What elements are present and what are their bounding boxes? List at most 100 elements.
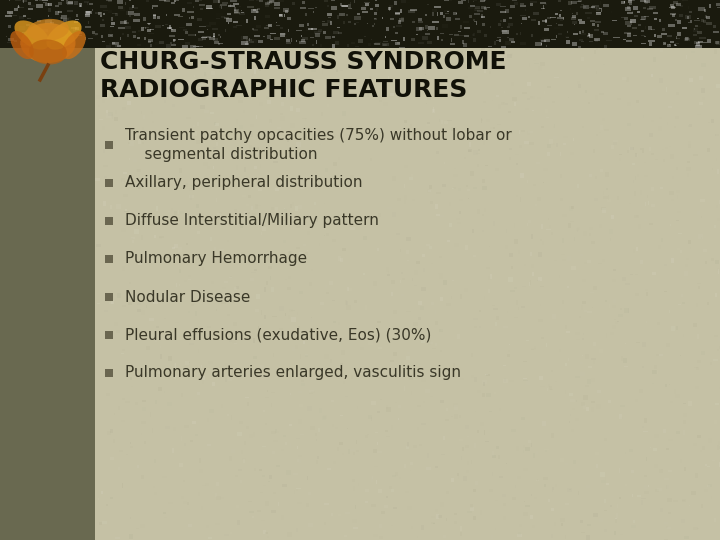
Bar xyxy=(140,524,145,528)
Bar xyxy=(328,24,330,25)
Bar xyxy=(451,319,454,321)
Bar xyxy=(417,536,418,538)
Bar xyxy=(539,319,543,322)
Bar xyxy=(109,302,114,303)
Bar xyxy=(216,14,222,17)
Bar xyxy=(186,244,188,245)
Bar xyxy=(256,205,261,206)
Bar xyxy=(615,518,617,519)
Bar xyxy=(405,491,409,494)
Bar xyxy=(520,173,523,178)
Bar xyxy=(122,483,124,488)
Bar xyxy=(642,366,644,368)
Bar xyxy=(354,452,355,455)
Bar xyxy=(572,385,576,387)
Bar xyxy=(310,390,314,392)
Bar xyxy=(199,469,203,472)
Bar xyxy=(240,10,243,11)
Bar xyxy=(120,6,125,10)
Bar xyxy=(502,30,509,33)
Bar xyxy=(299,42,305,44)
Bar xyxy=(274,161,278,163)
Bar xyxy=(190,368,193,371)
Bar xyxy=(385,245,389,246)
Bar xyxy=(61,12,63,14)
Bar xyxy=(425,25,428,29)
Bar xyxy=(119,27,122,29)
Bar xyxy=(569,489,571,490)
Bar xyxy=(61,15,67,19)
Bar xyxy=(423,50,427,53)
Bar xyxy=(487,5,490,9)
Bar xyxy=(229,340,233,342)
Bar xyxy=(527,180,528,183)
Bar xyxy=(652,272,656,275)
Bar xyxy=(546,152,550,157)
Bar xyxy=(519,145,522,148)
Bar xyxy=(138,30,140,32)
Bar xyxy=(703,9,706,12)
Bar xyxy=(207,65,210,68)
Bar xyxy=(685,37,688,40)
Bar xyxy=(95,0,720,540)
Bar xyxy=(373,43,376,44)
Bar xyxy=(435,343,437,346)
Bar xyxy=(163,318,166,320)
Bar xyxy=(698,286,701,289)
Bar xyxy=(483,101,487,103)
Bar xyxy=(299,404,302,407)
Bar xyxy=(406,249,409,254)
Bar xyxy=(527,82,531,86)
Bar xyxy=(179,16,183,18)
Bar xyxy=(99,522,102,525)
Bar xyxy=(197,18,202,22)
Bar xyxy=(489,83,492,84)
Bar xyxy=(651,120,654,122)
Bar xyxy=(658,38,662,39)
Bar xyxy=(358,49,362,52)
Bar xyxy=(189,311,190,314)
Bar xyxy=(576,339,580,340)
Bar xyxy=(153,53,156,56)
Bar xyxy=(679,14,683,17)
Bar xyxy=(74,21,78,23)
Bar xyxy=(109,43,115,45)
Bar xyxy=(377,321,381,323)
Bar xyxy=(94,32,98,35)
Bar xyxy=(628,0,632,3)
Bar xyxy=(484,296,485,300)
Bar xyxy=(420,5,424,9)
Bar xyxy=(539,239,542,241)
Bar xyxy=(541,337,544,340)
Bar xyxy=(127,332,131,337)
Bar xyxy=(103,201,106,206)
Bar xyxy=(280,33,285,37)
Bar xyxy=(530,96,535,99)
Bar xyxy=(184,443,186,447)
Bar xyxy=(510,360,516,363)
Bar xyxy=(367,415,372,419)
Bar xyxy=(224,535,229,536)
Bar xyxy=(474,9,480,11)
Bar xyxy=(383,103,388,106)
Bar xyxy=(582,25,588,26)
Bar xyxy=(600,472,605,477)
Bar xyxy=(603,64,605,65)
Bar xyxy=(427,123,430,124)
Bar xyxy=(667,123,668,125)
Bar xyxy=(420,306,424,309)
Bar xyxy=(698,234,703,239)
Bar xyxy=(599,224,602,228)
Bar xyxy=(188,275,191,277)
Bar xyxy=(642,426,644,428)
Bar xyxy=(340,70,343,71)
Bar xyxy=(625,21,631,25)
Bar xyxy=(153,487,155,488)
Bar xyxy=(687,16,689,19)
Bar xyxy=(578,0,582,2)
Bar xyxy=(215,123,219,126)
Bar xyxy=(473,150,478,154)
Bar xyxy=(246,396,249,397)
Bar xyxy=(199,22,201,23)
Bar xyxy=(516,195,518,197)
